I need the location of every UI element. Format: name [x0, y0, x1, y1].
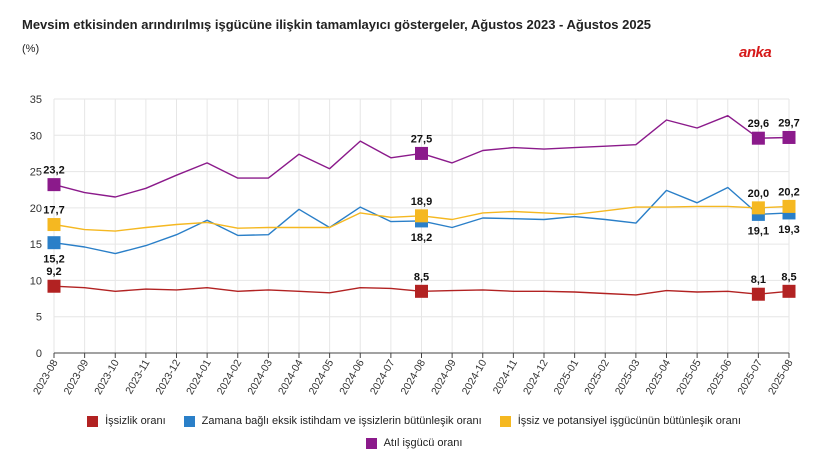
x-tick-label: 2024-12	[521, 357, 551, 397]
data-marker	[47, 178, 61, 192]
legend-item-unemployment[interactable]: İşsizlik oranı	[87, 415, 166, 427]
x-tick-label: 2025-07	[735, 357, 765, 397]
data-marker	[751, 131, 765, 145]
x-tick-label: 2025-05	[674, 357, 704, 397]
legend-item-time-related-underemployment[interactable]: Zamana bağlı eksik istihdam ve işsizleri…	[183, 415, 482, 427]
data-marker	[415, 284, 428, 298]
data-label: 15,2	[43, 254, 64, 266]
data-label: 29,6	[748, 118, 769, 130]
brand-logo: anka	[739, 44, 772, 61]
y-tick-label: 15	[30, 239, 42, 251]
y-tick-label: 30	[30, 130, 42, 142]
data-label: 19,3	[778, 224, 799, 236]
data-marker	[751, 201, 765, 215]
x-tick-label: 2025-08	[766, 357, 796, 397]
data-label: 27,5	[411, 133, 432, 145]
x-tick-label: 2025-02	[582, 357, 612, 397]
x-tick-label: 2024-08	[398, 357, 428, 397]
y-tick-label: 25	[30, 167, 42, 179]
x-tick-label: 2024-07	[368, 357, 398, 397]
y-tick-label: 35	[30, 94, 42, 106]
legend-label: İşsiz ve potansiyel işgücünün bütünleşik…	[517, 415, 741, 427]
data-marker	[782, 130, 796, 144]
legend-swatch	[87, 415, 99, 427]
x-tick-label: 2023-11	[123, 357, 152, 396]
x-tick-label: 2024-01	[184, 357, 214, 397]
y-tick-label: 0	[36, 348, 42, 360]
data-label: 18,2	[411, 232, 432, 244]
data-label: 23,2	[43, 165, 64, 177]
x-tick-label: 2025-04	[643, 357, 673, 397]
data-marker	[415, 209, 428, 223]
x-tick-label: 2023-09	[62, 357, 92, 397]
legend-label: Zamana bağlı eksik istihdam ve işsizleri…	[201, 415, 482, 427]
chart-title: Mevsim etkisinden arındırılmış işgücüne …	[22, 17, 652, 32]
legend-item-underutilisation[interactable]: Atıl işgücü oranı	[365, 437, 463, 449]
x-tick-label: 2024-04	[276, 357, 306, 397]
x-tick-label: 2023-08	[31, 357, 61, 397]
data-label: 8,5	[414, 271, 429, 283]
x-tick-label: 2025-01	[552, 357, 582, 397]
x-tick-label: 2024-09	[429, 357, 459, 397]
x-tick-label: 2023-12	[153, 357, 183, 397]
x-tick-label: 2025-03	[613, 357, 643, 397]
data-label: 20,2	[778, 186, 799, 198]
x-tick-label: 2024-10	[460, 357, 490, 397]
data-label: 20,0	[748, 188, 769, 200]
data-label: 19,1	[748, 225, 769, 237]
data-marker	[415, 146, 428, 160]
x-tick-label: 2024-02	[215, 357, 245, 397]
x-tick-label: 2023-10	[92, 357, 122, 397]
data-marker	[47, 279, 61, 293]
legend-item-potential-labour-force[interactable]: İşsiz ve potansiyel işgücünün bütünleşik…	[499, 415, 741, 427]
x-tick-label: 2024-03	[245, 357, 275, 397]
x-tick-label: 2024-11	[491, 357, 520, 396]
data-label: 8,1	[751, 274, 766, 286]
unit-label: (%)	[22, 43, 40, 55]
x-tick-label: 2024-06	[337, 357, 367, 397]
data-marker	[782, 199, 796, 213]
data-marker	[47, 218, 61, 232]
data-marker	[751, 287, 765, 301]
y-tick-label: 5	[36, 312, 42, 324]
data-label: 8,5	[781, 271, 796, 283]
data-label: 9,2	[46, 266, 61, 278]
legend-label: İşsizlik oranı	[105, 415, 166, 427]
x-tick-label: 2025-06	[705, 357, 735, 397]
legend-swatch	[365, 437, 377, 449]
data-marker	[782, 284, 796, 298]
y-tick-label: 10	[30, 275, 42, 287]
legend-swatch	[183, 415, 195, 427]
x-tick-label: 2024-05	[307, 357, 337, 397]
y-tick-label: 20	[30, 203, 42, 215]
data-label: 18,9	[411, 196, 432, 208]
legend-label: Atıl işgücü oranı	[383, 437, 463, 449]
data-label: 29,7	[778, 117, 799, 129]
legend-row-2: Atıl işgücü oranı	[0, 432, 828, 454]
data-label: 17,7	[43, 205, 64, 217]
data-marker	[47, 236, 61, 250]
legend-row-1: İşsizlik oranı Zamana bağlı eksik istihd…	[0, 410, 828, 432]
legend: İşsizlik oranı Zamana bağlı eksik istihd…	[0, 410, 828, 454]
legend-swatch	[499, 415, 511, 427]
